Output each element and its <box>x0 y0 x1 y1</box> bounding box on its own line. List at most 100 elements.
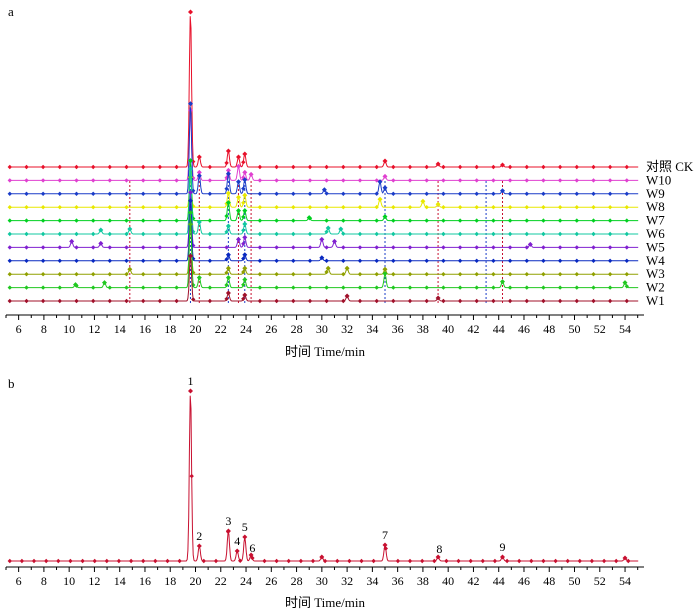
x-tick-label: 38 <box>417 322 429 336</box>
series-marker <box>432 558 437 564</box>
series-marker <box>274 245 279 250</box>
panel-b-label: b <box>8 376 15 391</box>
series-marker <box>407 205 413 210</box>
series-marker <box>274 285 279 290</box>
peak-marker <box>500 554 505 560</box>
x-tick-label: 14 <box>114 574 126 588</box>
series-marker <box>541 558 546 564</box>
series-marker <box>441 298 446 304</box>
series-marker <box>57 231 62 237</box>
series-marker <box>607 231 613 237</box>
series-marker <box>174 245 179 250</box>
series-marker <box>357 298 363 304</box>
series-marker <box>74 231 79 237</box>
peak-marker <box>196 173 202 179</box>
series-marker <box>624 298 629 304</box>
series-marker <box>322 558 328 564</box>
series-marker <box>241 282 246 287</box>
series-marker <box>40 205 46 210</box>
series-marker <box>541 231 546 237</box>
series-marker <box>324 218 329 223</box>
series-marker <box>557 245 563 250</box>
series-marker <box>57 245 62 250</box>
x-tick-label: 34 <box>366 574 378 588</box>
series-marker <box>107 285 112 290</box>
series-marker <box>107 298 112 304</box>
series-marker <box>157 164 163 170</box>
series-marker <box>491 272 496 277</box>
series-marker <box>40 258 46 263</box>
series-line <box>9 202 639 262</box>
series-marker <box>357 191 363 196</box>
peak-number-label: 1 <box>187 374 193 388</box>
x-tick-label: 50 <box>569 574 581 588</box>
x-tick-label: 30 <box>316 574 328 588</box>
series-marker <box>524 285 529 290</box>
series-marker <box>91 272 96 277</box>
series-marker <box>174 205 179 210</box>
series-marker <box>359 558 364 564</box>
series-marker <box>557 164 563 170</box>
peak-marker <box>435 554 441 560</box>
series-marker <box>357 272 363 277</box>
series-marker <box>291 272 296 277</box>
series-marker <box>524 272 529 277</box>
series-marker <box>274 272 279 277</box>
series-marker <box>174 272 179 277</box>
series-marker <box>591 164 596 170</box>
x-tick-label: 50 <box>569 322 581 336</box>
series-marker <box>213 558 219 564</box>
series-marker <box>591 191 596 196</box>
series-marker <box>207 272 213 277</box>
series-marker <box>7 205 12 210</box>
series-line <box>9 177 639 208</box>
series-marker <box>480 558 485 564</box>
series-marker <box>491 205 496 210</box>
series-marker <box>91 205 96 210</box>
series-marker <box>541 298 546 304</box>
series-marker <box>324 245 329 250</box>
x-tick-label: 8 <box>41 322 47 336</box>
peak-marker <box>225 200 231 206</box>
series-marker <box>324 205 329 210</box>
series-marker <box>357 231 363 237</box>
series-marker <box>441 191 446 196</box>
series-marker <box>7 164 12 170</box>
series-marker <box>574 231 579 237</box>
series-marker <box>241 214 246 220</box>
peak-marker <box>344 293 350 299</box>
panel-b-x-ticks: 6 8 10 12 14 16 18 20 22 24 26 28 30 32 34 36 38 40 42 44 46… <box>5 567 639 588</box>
series-marker <box>274 258 279 263</box>
series-marker <box>541 258 546 263</box>
series-marker <box>207 164 213 170</box>
series-marker <box>491 258 496 263</box>
peak-marker <box>102 280 107 286</box>
x-tick-label: 16 <box>139 322 151 336</box>
series-marker <box>91 231 96 237</box>
series-marker <box>40 245 46 250</box>
trace-label: W3 <box>646 266 665 281</box>
series-marker <box>457 205 463 210</box>
series-marker <box>341 245 346 250</box>
series-marker <box>524 245 529 250</box>
peak-marker <box>500 188 505 194</box>
peak-number-label: 5 <box>242 520 248 534</box>
peak-marker <box>69 238 75 244</box>
panel-a-x-axis-title: 时间 Time/min <box>285 344 366 359</box>
series-line <box>9 170 639 235</box>
series-marker <box>441 164 446 170</box>
series-marker <box>441 205 446 210</box>
series-marker <box>607 218 613 223</box>
series-marker <box>7 272 12 277</box>
series-marker <box>291 298 296 304</box>
series-marker <box>40 218 46 223</box>
series-marker <box>357 258 363 263</box>
series-marker <box>601 558 607 564</box>
series-marker <box>391 178 396 183</box>
series-marker <box>574 218 579 223</box>
series-marker <box>591 272 596 277</box>
series-marker <box>474 272 479 277</box>
series-marker <box>91 298 96 304</box>
peak-marker <box>242 221 248 227</box>
series-marker <box>424 285 429 290</box>
